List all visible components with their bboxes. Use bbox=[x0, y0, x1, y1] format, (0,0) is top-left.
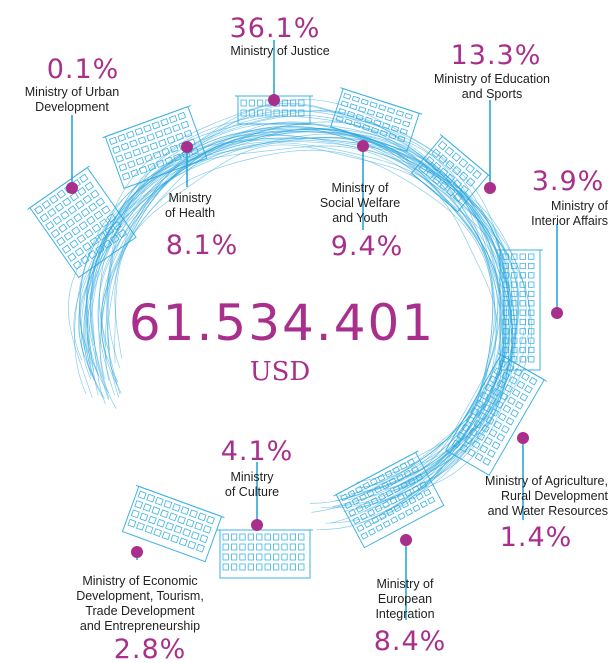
label-line: Ministry of Urban bbox=[25, 85, 120, 99]
building-10 bbox=[27, 165, 137, 279]
ministry-label: Ministry of Education and Sports bbox=[434, 72, 550, 101]
percent-label: 1.4% bbox=[500, 522, 573, 553]
label-line: and Youth bbox=[332, 211, 388, 225]
percent-label: 8.1% bbox=[166, 230, 239, 261]
marker-dot bbox=[357, 140, 369, 152]
label-line: European bbox=[378, 592, 432, 606]
thread-ring bbox=[68, 99, 532, 530]
label-line: Rural Development bbox=[501, 489, 609, 503]
label-line: Ministry of Justice bbox=[230, 44, 329, 58]
marker-dot bbox=[517, 432, 529, 444]
label-line: Ministry bbox=[230, 470, 274, 484]
label-line: Integration bbox=[375, 607, 434, 621]
ministry-label: Ministry of Urban Development bbox=[25, 85, 120, 114]
marker-dot bbox=[400, 534, 412, 546]
ministry-label: Ministry of Agriculture, Rural Developmen… bbox=[485, 474, 608, 518]
ministry-label: Ministry of European Integration bbox=[375, 577, 434, 621]
label-line: Social Welfare bbox=[320, 196, 400, 210]
building-8 bbox=[121, 484, 225, 563]
ministry-label: Ministry of Justice bbox=[230, 44, 329, 58]
ministry-label: Ministry of Interior Affairs bbox=[531, 199, 608, 228]
label-line: Ministry of Education bbox=[434, 72, 550, 86]
label-line: of Health bbox=[165, 206, 215, 220]
percent-label: 3.9% bbox=[532, 166, 605, 197]
marker-dot bbox=[551, 307, 563, 319]
percent-label: 4.1% bbox=[221, 436, 294, 467]
label-line: Ministry bbox=[168, 191, 212, 205]
marker-dot bbox=[268, 94, 280, 106]
label-line: Development bbox=[35, 100, 109, 114]
callout-9: 8.1% Ministry of Health bbox=[165, 141, 239, 261]
callout-10: 0.1%Ministry of Urban Development bbox=[25, 54, 120, 194]
ministry-label: Ministry of Economic Development, Tourism… bbox=[76, 574, 204, 633]
building-7 bbox=[217, 529, 313, 579]
label-line: Ministry of Economic bbox=[82, 574, 197, 588]
callout-7: 4.1% Ministry of Culture bbox=[221, 436, 294, 531]
callout-4: 1.4% Ministry of Agriculture, Rural Develo… bbox=[485, 432, 609, 553]
label-line: and Sports bbox=[462, 87, 522, 101]
ministry-label: Ministry of Social Welfare and Youth bbox=[320, 181, 400, 225]
label-line: Interior Affairs bbox=[531, 214, 608, 228]
ministry-label: Ministry of Health bbox=[165, 191, 215, 220]
callout-6: 2.8%Ministry of Economic Development, Tou… bbox=[76, 546, 204, 663]
marker-dot bbox=[484, 182, 496, 194]
callout-2: 13.3%Ministry of Education and Sports bbox=[434, 40, 550, 194]
label-line: Ministry of bbox=[551, 199, 608, 213]
label-line: Ministry of Agriculture, bbox=[485, 474, 608, 488]
percent-label: 13.3% bbox=[451, 40, 542, 71]
total-amount: 61.534.401 bbox=[129, 294, 435, 352]
callout-8: 9.4% Ministry of Social Welfare and Youth bbox=[320, 140, 404, 262]
percent-label: 9.4% bbox=[331, 231, 404, 262]
building-9 bbox=[102, 105, 208, 190]
label-line: Trade Development bbox=[85, 604, 195, 618]
marker-dot bbox=[181, 141, 193, 153]
percent-label: 8.4% bbox=[374, 626, 447, 657]
marker-dot bbox=[251, 519, 263, 531]
ministry-label: Ministry of Culture bbox=[225, 470, 279, 499]
marker-dot bbox=[131, 546, 143, 558]
percent-label: 0.1% bbox=[47, 54, 120, 85]
marker-dot bbox=[66, 182, 78, 194]
building-3 bbox=[410, 134, 492, 213]
percent-label: 36.1% bbox=[230, 13, 321, 44]
total-unit: USD bbox=[250, 357, 311, 387]
callout-3: 3.9%Ministry of Interior Affairs bbox=[531, 166, 609, 319]
percent-label: 2.8% bbox=[114, 634, 187, 663]
callout-5: 8.4% Ministry of European Integration bbox=[374, 534, 447, 657]
label-line: Development, Tourism, bbox=[76, 589, 204, 603]
label-line: and Entrepreneurship bbox=[80, 619, 200, 633]
label-line: of Culture bbox=[225, 485, 279, 499]
ministry-callouts: 36.1%Ministry of Justice 13.3%Ministry of… bbox=[25, 13, 609, 663]
label-line: Ministry of bbox=[377, 577, 434, 591]
callout-1: 36.1%Ministry of Justice bbox=[230, 13, 330, 106]
label-line: Ministry of bbox=[332, 181, 389, 195]
label-line: and Water Resources bbox=[488, 504, 608, 518]
